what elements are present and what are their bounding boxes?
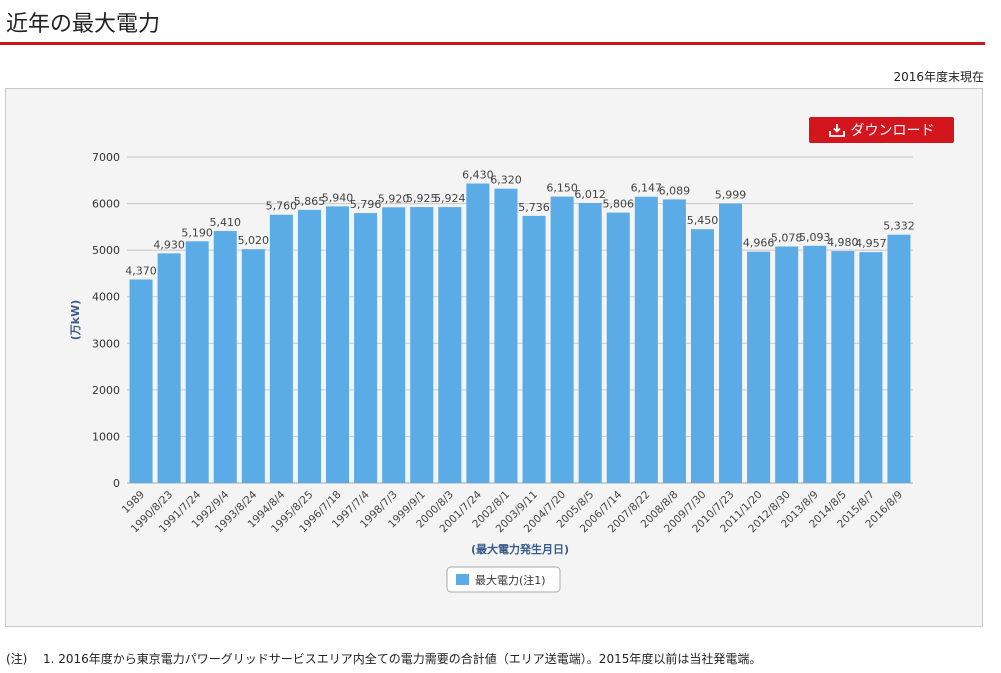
bar (606, 212, 630, 483)
data-label: 5,410 (210, 216, 242, 229)
data-label: 5,760 (266, 200, 298, 213)
data-label: 5,078 (771, 232, 803, 245)
download-tray-icon (828, 123, 845, 137)
data-label: 5,999 (715, 189, 747, 202)
data-label: 4,930 (153, 238, 185, 251)
bar (690, 229, 714, 483)
data-label: 6,147 (631, 182, 663, 195)
y-tick-label: 6000 (92, 198, 120, 211)
bar (213, 231, 237, 483)
bar (775, 246, 799, 483)
data-label: 4,980 (827, 236, 859, 249)
bar (719, 203, 743, 484)
bar (634, 196, 658, 483)
y-tick-label: 1000 (92, 430, 120, 443)
data-label: 5,925 (406, 192, 438, 205)
bar (185, 241, 209, 483)
title-rule (0, 42, 985, 45)
y-tick-label: 5000 (92, 244, 120, 257)
bar (887, 234, 911, 483)
bar (326, 206, 350, 483)
data-label: 5,736 (518, 201, 550, 214)
bar (747, 251, 771, 483)
data-label: 6,320 (490, 174, 522, 187)
legend-label: 最大電力(注1) (475, 573, 546, 587)
data-label: 5,920 (378, 192, 410, 205)
y-tick-label: 0 (113, 477, 120, 490)
download-button-label: ダウンロード (850, 123, 935, 139)
bar (550, 196, 574, 484)
data-label: 5,796 (350, 198, 382, 211)
download-button[interactable]: ダウンロード (809, 117, 954, 143)
data-label: 4,966 (743, 237, 775, 250)
bar (157, 253, 181, 483)
legend-swatch (456, 574, 469, 585)
bar (129, 279, 153, 483)
data-label: 5,924 (434, 192, 466, 205)
data-label: 4,957 (855, 237, 887, 250)
y-tick-label: 4000 (92, 291, 120, 304)
page-title: 近年の最大電力 (6, 12, 161, 37)
y-axis-label: (万kW) (69, 300, 82, 341)
bar (662, 199, 686, 483)
bar (354, 213, 378, 483)
legend-box (446, 566, 561, 593)
bar (297, 209, 321, 483)
data-label: 5,332 (883, 220, 915, 233)
data-label: 5,020 (238, 234, 270, 247)
data-label: 5,940 (322, 191, 354, 204)
bar (831, 251, 855, 483)
bar (494, 188, 518, 483)
y-tick-label: 2000 (92, 384, 120, 397)
data-label: 5,093 (799, 231, 831, 244)
data-label: 6,430 (462, 169, 494, 182)
data-label: 5,450 (687, 214, 719, 227)
bar (522, 215, 546, 484)
bar (578, 203, 602, 483)
bar (803, 245, 827, 483)
bar (466, 183, 490, 483)
bar (859, 252, 883, 483)
y-tick-label: 7000 (92, 151, 120, 164)
bar (382, 207, 406, 483)
footnote-label: (注) (6, 652, 28, 666)
data-label: 5,190 (181, 226, 213, 239)
data-label: 6,150 (546, 182, 578, 195)
data-label: 6,089 (659, 184, 691, 197)
data-label: 5,806 (603, 198, 635, 211)
data-label: 4,370 (125, 264, 157, 277)
y-tick-label: 3000 (92, 337, 120, 350)
data-label: 6,012 (574, 188, 606, 201)
bar (269, 214, 293, 483)
footnote-text: 1. 2016年度から東京電力パワーグリッドサービスエリア内全ての電力需要の合計… (43, 652, 762, 666)
data-label: 5,865 (294, 195, 326, 208)
bar (410, 207, 434, 484)
bar (438, 207, 462, 484)
bar (241, 249, 265, 483)
as-of-date: 2016年度末現在 (893, 70, 984, 84)
x-axis-label: (最大電力発生月日) (471, 542, 569, 556)
